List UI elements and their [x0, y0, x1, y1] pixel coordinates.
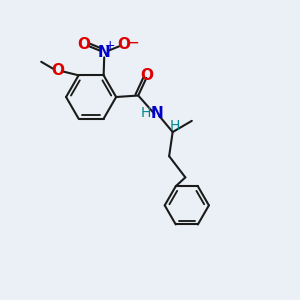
- Text: O: O: [118, 37, 131, 52]
- Text: −: −: [125, 34, 139, 52]
- Text: O: O: [140, 68, 153, 83]
- Text: O: O: [51, 62, 64, 77]
- Text: N: N: [150, 106, 163, 121]
- Text: +: +: [105, 39, 116, 52]
- Text: H: H: [170, 118, 180, 133]
- Text: O: O: [78, 37, 91, 52]
- Text: N: N: [98, 45, 111, 60]
- Text: H: H: [141, 106, 152, 120]
